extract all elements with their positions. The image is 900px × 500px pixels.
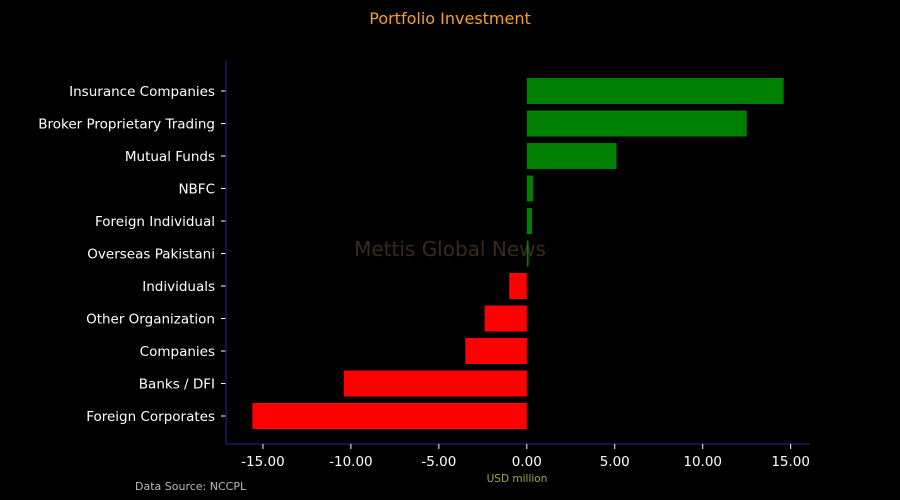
x-tick-label-5: 10.00 (683, 454, 722, 470)
x-ticks: -15.00 -10.00 -5.00 0.00 5.00 10.00 15.00 (241, 444, 810, 470)
x-tick-label-0: -15.00 (241, 454, 285, 470)
bar-7 (484, 305, 527, 332)
category-label-8: Companies (140, 344, 215, 360)
category-label-10: Foreign Corporates (86, 409, 215, 425)
category-label-2: Mutual Funds (125, 149, 215, 165)
bar-8 (465, 338, 527, 364)
bar-2 (526, 143, 617, 169)
category-label-4: Foreign Individual (95, 214, 215, 230)
watermark-layer: Mettis Global News (354, 237, 546, 261)
bar-1 (526, 110, 747, 137)
category-label-9: Banks / DFI (139, 377, 215, 393)
x-tick-label-6: 15.00 (771, 454, 810, 470)
bar-3 (526, 175, 533, 202)
category-label-0: Insurance Companies (69, 84, 215, 100)
category-label-5: Overseas Pakistani (87, 247, 215, 263)
axes (225, 61, 810, 445)
bar-5 (526, 240, 529, 267)
category-label-3: NBFC (178, 182, 215, 198)
bar-0 (526, 78, 784, 104)
x-axis-label: USD million (487, 473, 548, 485)
x-tick-label-3: 0.00 (512, 454, 542, 470)
data-source-note: Data Source: NCCPL (135, 480, 247, 493)
category-labels: Insurance Companies Broker Proprietary Tr… (38, 84, 226, 425)
category-label-1: Broker Proprietary Trading (38, 117, 215, 133)
category-label-6: Individuals (142, 279, 215, 295)
x-tick-label-1: -10.00 (329, 454, 373, 470)
category-label-7: Other Organization (86, 312, 215, 328)
bar-6 (509, 273, 527, 299)
x-tick-label-2: -5.00 (421, 454, 456, 470)
x-tick-label-4: 5.00 (600, 454, 630, 470)
bars-group (252, 78, 784, 429)
bar-9 (343, 370, 527, 397)
chart-title: Portfolio Investment (369, 9, 531, 28)
watermark: Mettis Global News (354, 237, 546, 261)
bar-4 (526, 208, 533, 234)
bar-10 (252, 403, 527, 429)
